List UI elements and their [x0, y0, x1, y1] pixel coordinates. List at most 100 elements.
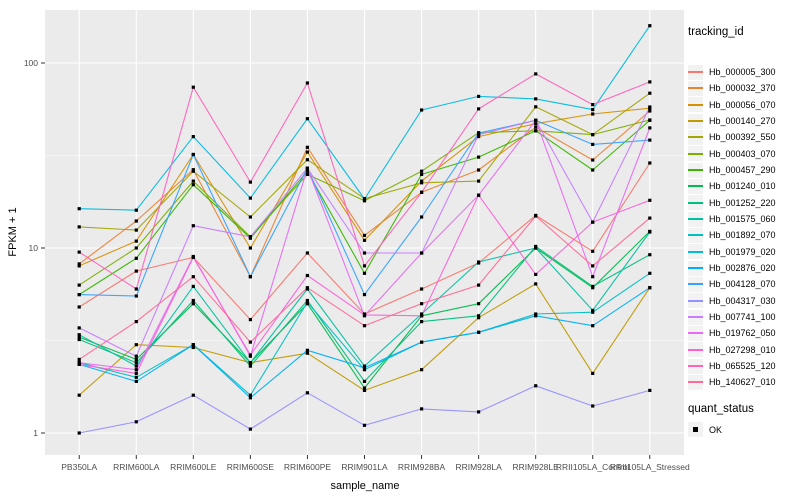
data-point	[420, 181, 424, 185]
data-point	[534, 214, 538, 218]
legend-line-swatch	[688, 234, 703, 237]
data-point	[305, 117, 309, 121]
legend-line-swatch	[688, 250, 703, 253]
data-point	[420, 407, 424, 411]
data-point	[248, 361, 252, 365]
data-point	[134, 320, 138, 324]
data-point	[534, 72, 538, 76]
quant-status-entries: OK	[688, 422, 800, 438]
data-point	[477, 168, 481, 172]
data-point	[534, 118, 538, 122]
data-point	[134, 361, 138, 365]
legend-key	[688, 146, 703, 162]
data-point	[477, 314, 481, 318]
data-point	[534, 129, 538, 133]
data-point	[591, 133, 595, 137]
x-tick-label: RRIM928BA	[398, 462, 446, 472]
data-point	[591, 324, 595, 328]
data-point	[305, 286, 309, 290]
legend-key	[688, 342, 703, 358]
data-point	[477, 410, 481, 414]
legend-line-swatch	[688, 381, 703, 384]
x-tick-label: RRIM600SE	[227, 462, 275, 472]
legend-entry-label: Hb_000140_270	[709, 116, 776, 127]
x-axis-title: sample_name	[330, 480, 400, 492]
legend-entry: Hb_001252_220	[688, 195, 800, 211]
data-point	[191, 302, 195, 306]
data-point	[305, 348, 309, 352]
data-point	[362, 199, 367, 203]
data-point	[477, 193, 481, 197]
data-point	[477, 94, 481, 98]
data-point	[134, 364, 138, 368]
data-point	[477, 260, 481, 264]
data-point	[534, 272, 538, 276]
data-point	[191, 298, 195, 303]
data-point	[134, 375, 138, 379]
data-point	[591, 103, 595, 107]
legend-line-swatch	[688, 348, 703, 351]
data-point	[477, 179, 481, 183]
quant-status-entry: OK	[688, 422, 800, 438]
legend-key	[688, 195, 703, 211]
data-point	[77, 225, 81, 229]
data-point	[248, 364, 252, 368]
y-tick-label: 10	[29, 243, 39, 253]
data-point	[534, 312, 538, 316]
quant-status-label: OK	[709, 424, 723, 435]
data-point	[420, 302, 424, 306]
legend-entry: Hb_004317_030	[688, 293, 800, 309]
legend-key	[688, 374, 703, 390]
data-point	[648, 198, 652, 202]
data-point	[77, 207, 81, 211]
legend-line-swatch	[688, 169, 703, 172]
data-point	[591, 275, 595, 279]
data-point	[591, 284, 595, 288]
data-point	[420, 108, 424, 112]
data-point	[77, 393, 81, 397]
data-point	[191, 179, 195, 183]
legend-entry-label: Hb_001979_020	[709, 246, 776, 257]
data-point	[134, 354, 138, 358]
data-point	[134, 343, 138, 347]
data-point	[134, 246, 138, 250]
data-point	[191, 85, 195, 89]
data-point	[305, 166, 309, 170]
x-tick-label: PB350LA	[61, 462, 97, 472]
data-point	[420, 320, 424, 324]
data-point	[420, 169, 424, 173]
legend-entry-label: Hb_004317_030	[709, 295, 776, 306]
legend-entry-label: Hb_001240_010	[709, 181, 776, 192]
legend-line-swatch	[688, 201, 703, 204]
data-point	[591, 112, 595, 116]
data-point	[362, 368, 367, 372]
data-point	[362, 388, 367, 392]
legend-key	[688, 276, 703, 292]
y-tick-label: 100	[24, 58, 38, 68]
data-point	[134, 256, 138, 260]
legend-entry: Hb_001892_070	[688, 227, 800, 243]
legend-entry-label: Hb_001575_060	[709, 214, 776, 225]
data-point	[191, 284, 195, 288]
data-point	[591, 108, 595, 112]
data-point	[77, 250, 81, 254]
data-point	[191, 183, 195, 187]
data-point	[420, 312, 424, 316]
data-point	[591, 264, 595, 268]
legend-key	[688, 422, 703, 438]
legend-entry: Hb_000032_370	[688, 80, 800, 96]
data-point	[248, 427, 252, 431]
data-point	[477, 135, 481, 139]
data-point	[648, 118, 652, 122]
data-point	[477, 133, 481, 137]
data-point	[362, 364, 367, 368]
y-tick-label: 1	[33, 428, 38, 438]
data-point	[248, 340, 252, 344]
legend-entry: Hb_002876_020	[688, 260, 800, 276]
data-point	[362, 423, 367, 427]
data-point	[77, 264, 81, 268]
legend-title-quant-status: quant_status	[688, 402, 754, 415]
data-point	[248, 393, 252, 397]
legend-key	[688, 325, 703, 341]
data-point	[534, 282, 538, 286]
